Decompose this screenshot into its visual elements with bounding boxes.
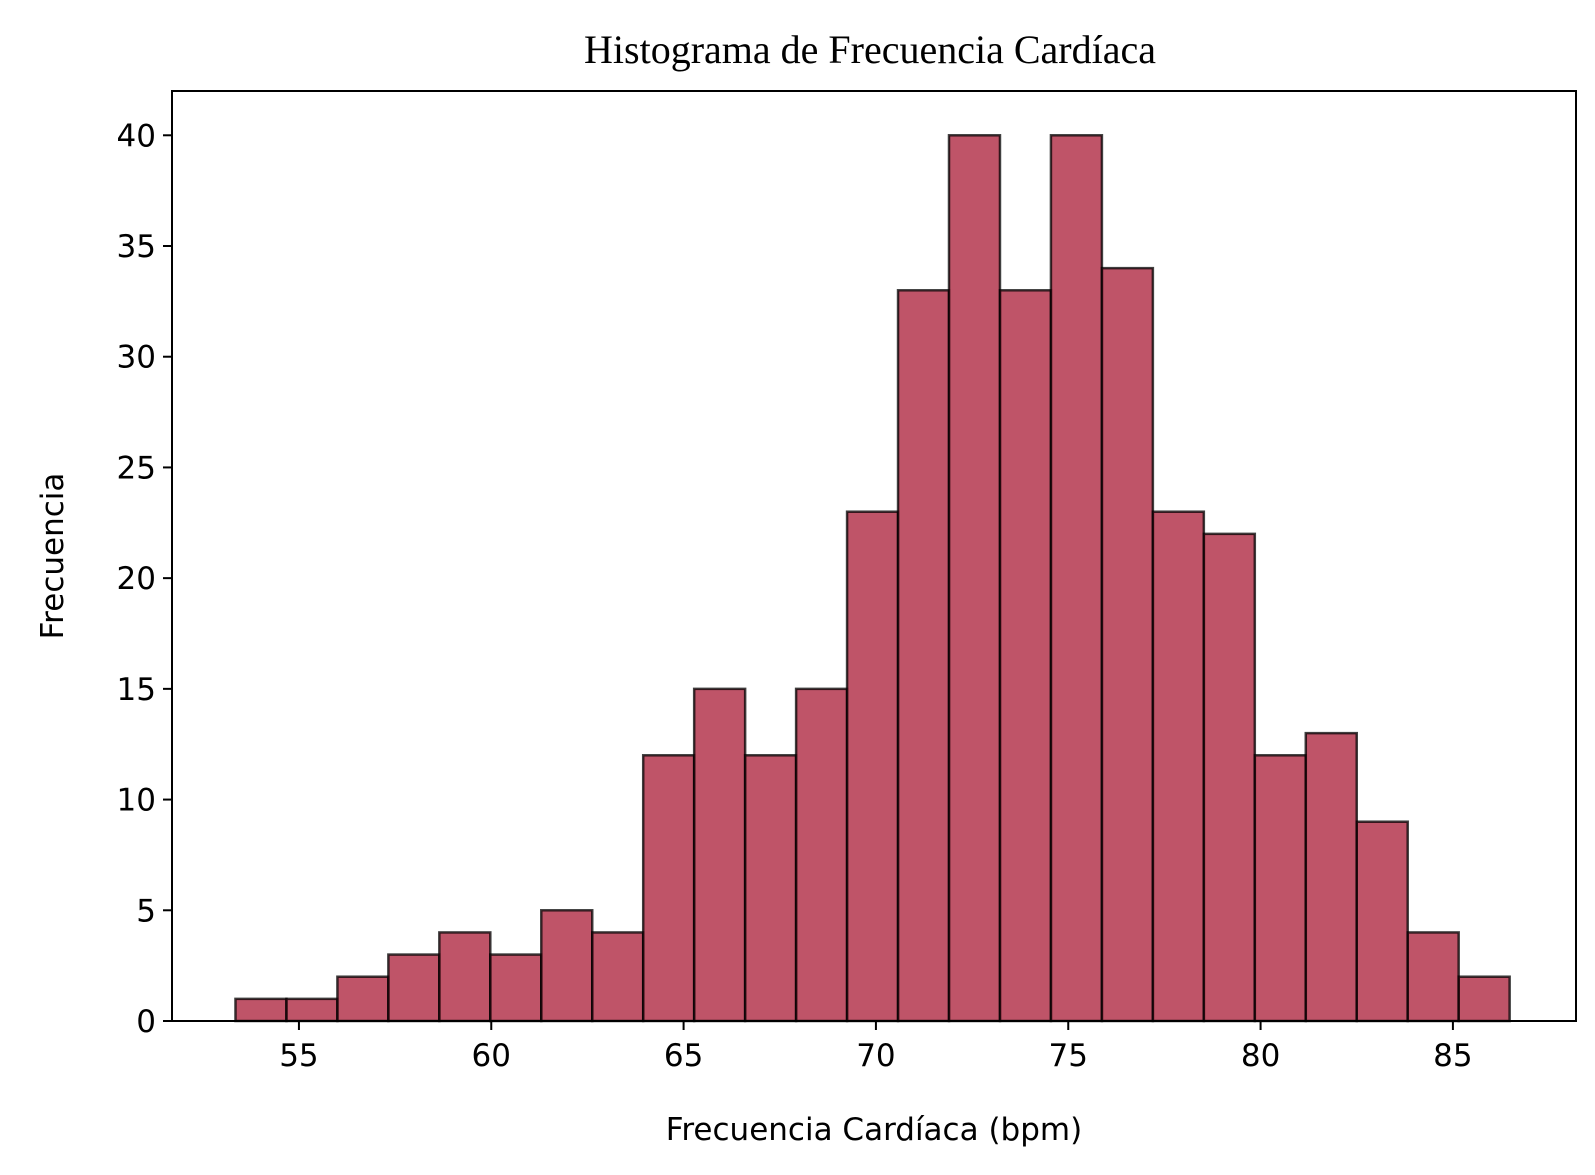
x-axis-ticks: 55 60 65 70 75 80 85 (279, 1021, 1473, 1074)
histogram-bar (794, 687, 849, 1023)
histogram-bar (896, 289, 951, 1023)
y-tick-label: 0 (136, 1004, 156, 1040)
histogram-bar (692, 687, 747, 1023)
histogram-bar (947, 134, 1002, 1023)
y-axis-ticks: 0 5 10 15 20 25 30 35 40 (117, 118, 172, 1040)
histogram-bar (234, 997, 288, 1023)
histogram-bar (1457, 975, 1511, 1023)
x-tick-label: 85 (1433, 1038, 1472, 1074)
y-tick-label: 35 (117, 229, 156, 265)
histogram-bar (1406, 931, 1460, 1023)
histogram-bar (1355, 820, 1409, 1023)
histogram-bar (489, 953, 543, 1023)
x-tick-label: 60 (472, 1038, 511, 1074)
x-axis-label: Frecuencia Cardíaca (bpm) (666, 1112, 1082, 1148)
x-tick-label: 65 (664, 1038, 703, 1074)
y-tick-label: 30 (117, 340, 156, 376)
histogram-bar (387, 953, 441, 1023)
histogram-bar (540, 909, 594, 1023)
bars-group (234, 134, 1511, 1023)
x-tick-label: 75 (1049, 1038, 1088, 1074)
y-tick-label: 10 (117, 783, 156, 819)
histogram-bar (1253, 754, 1308, 1023)
plot-frame (171, 90, 1577, 1022)
y-tick-label: 20 (117, 561, 156, 597)
histogram-bar (845, 510, 900, 1023)
histogram-bar (590, 931, 645, 1023)
histogram-bar (336, 975, 390, 1023)
y-tick-label: 15 (117, 672, 156, 708)
x-tick-label: 80 (1241, 1038, 1280, 1074)
y-tick-label: 25 (117, 450, 156, 486)
histogram-bar (1202, 532, 1257, 1023)
histogram-bar (998, 289, 1053, 1023)
histogram-bar (1304, 731, 1358, 1023)
y-tick-label: 40 (117, 118, 156, 154)
y-tick-label: 5 (136, 893, 156, 929)
x-tick-label: 70 (856, 1038, 895, 1074)
histogram-bar (1151, 510, 1206, 1023)
histogram-bar (285, 997, 339, 1023)
x-tick-label: 55 (279, 1038, 318, 1074)
chart-title: Histograma de Frecuencia Cardíaca (584, 27, 1156, 72)
histogram-bar (1100, 266, 1155, 1023)
histogram-bar (438, 931, 492, 1023)
histogram-bar (743, 754, 798, 1023)
histogram-bar (641, 754, 696, 1023)
histogram-bar (1049, 134, 1104, 1023)
y-axis-label: Frecuencia (35, 473, 71, 640)
